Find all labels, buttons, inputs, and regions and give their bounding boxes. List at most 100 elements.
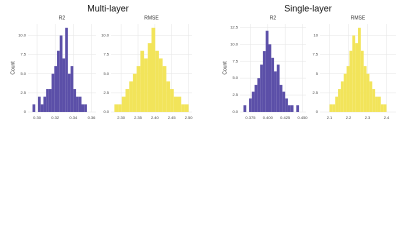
y-tick-label: 0.0: [232, 109, 238, 114]
bar: [335, 96, 339, 112]
y-tick-label: 10.0: [18, 33, 27, 38]
y-axis-label: Count: [222, 61, 228, 75]
y-tick-label: 2.5: [312, 90, 318, 95]
bar: [290, 105, 294, 112]
bar: [349, 50, 353, 112]
bar: [355, 43, 358, 113]
bar: [84, 104, 87, 112]
bar: [78, 96, 82, 112]
group-title: Multi-layer: [87, 3, 129, 13]
y-tick-label: 7.5: [232, 58, 238, 63]
bar: [363, 66, 367, 112]
y-tick-label: 5.0: [232, 75, 238, 80]
bar: [343, 73, 347, 112]
bar: [121, 96, 126, 112]
y-tick-label: 2.5: [232, 92, 238, 97]
bar: [57, 50, 60, 112]
panel-title: R2: [270, 15, 277, 21]
bar: [271, 57, 275, 112]
x-tick-label: 0.450: [298, 115, 309, 120]
panel-title: RMSE: [351, 15, 366, 21]
bar: [132, 73, 137, 112]
bar: [81, 104, 85, 112]
bar: [118, 104, 122, 112]
y-tick-label: 10.0: [230, 41, 239, 46]
x-tick-label: 2.2: [346, 115, 352, 120]
bar: [383, 104, 387, 112]
bar: [251, 91, 255, 112]
y-tick-label: 2.5: [103, 90, 109, 95]
x-tick-label: 0.32: [51, 115, 60, 120]
bar: [158, 58, 163, 112]
bar: [162, 66, 167, 112]
bar: [37, 96, 41, 112]
bar: [170, 89, 174, 112]
bar: [76, 96, 79, 112]
bar: [129, 81, 133, 112]
bar: [144, 58, 148, 112]
x-tick-label: 2.3: [365, 115, 371, 120]
y-tick-label: 7.5: [312, 52, 318, 57]
bar: [279, 84, 283, 112]
bar: [358, 27, 361, 112]
bar: [340, 81, 344, 112]
bar: [287, 105, 291, 112]
y-tick-label: 12.5: [230, 24, 239, 29]
bar: [46, 89, 49, 112]
bar: [262, 51, 266, 112]
bar: [43, 96, 47, 112]
bar: [59, 35, 63, 113]
bar: [254, 84, 258, 112]
bar: [377, 96, 381, 112]
bar: [296, 105, 300, 112]
panel-title: RMSE: [144, 15, 159, 21]
bar: [155, 50, 159, 112]
bar: [181, 104, 185, 112]
bar: [67, 73, 71, 112]
x-tick-label: 0.34: [69, 115, 78, 120]
bar: [70, 66, 74, 112]
bar: [332, 104, 336, 112]
y-tick-label: 5.0: [103, 71, 109, 76]
bar: [285, 98, 288, 112]
bar: [114, 104, 119, 112]
bar: [274, 71, 277, 112]
bar: [166, 81, 171, 112]
y-tick-label: 0.0: [103, 109, 109, 114]
x-tick-label: 2.40: [151, 115, 160, 120]
bar: [147, 43, 152, 113]
x-tick-label: 2.50: [185, 115, 194, 120]
x-tick-label: 0.30: [33, 115, 42, 120]
bar: [54, 66, 58, 112]
y-tick-label: 7.5: [103, 52, 109, 57]
y-tick-label: 5.0: [20, 71, 26, 76]
y-tick-label: 10.0: [101, 33, 110, 38]
x-tick-label: 0.36: [88, 115, 97, 120]
group-title: Single-layer: [284, 3, 332, 13]
bar: [260, 64, 263, 112]
bar: [65, 27, 68, 112]
y-tick-label: 5: [316, 71, 319, 76]
bar: [268, 44, 272, 112]
bar: [62, 58, 66, 112]
x-tick-label: 2.1: [327, 115, 333, 120]
x-tick-label: 0.375: [245, 115, 256, 120]
y-tick-label: 10: [314, 33, 319, 38]
x-tick-label: 2.4: [384, 115, 390, 120]
bar: [372, 89, 376, 112]
bar: [329, 104, 333, 112]
bar: [40, 104, 44, 112]
bar: [338, 89, 341, 112]
bar: [257, 78, 261, 112]
bar: [276, 64, 280, 112]
bar: [51, 73, 55, 112]
bar: [243, 105, 247, 112]
y-tick-label: 7.5: [20, 52, 26, 57]
figure: Multi-layer Single-layer R2 Count 0 2.5 5.0 7…: [10, 3, 396, 120]
x-tick-label: 2.30: [117, 115, 126, 120]
bar: [177, 96, 182, 112]
bar: [151, 27, 156, 112]
y-tick-label: 0: [24, 109, 27, 114]
panel-title: R2: [59, 15, 66, 21]
x-tick-label: 2.35: [134, 115, 143, 120]
